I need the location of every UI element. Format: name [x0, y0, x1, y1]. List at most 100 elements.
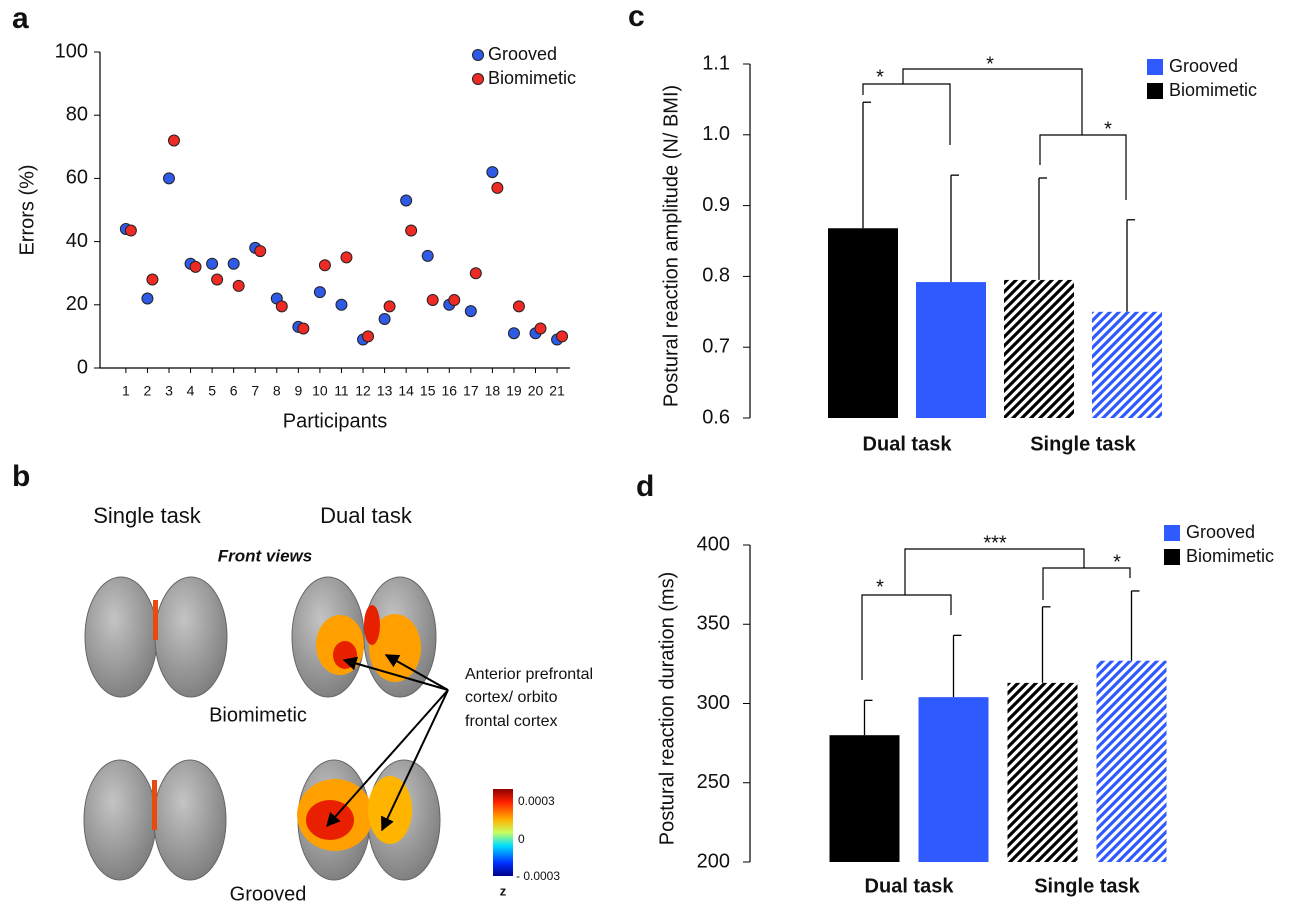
- x-tick-label: 7: [251, 383, 259, 399]
- legend-label: Biomimetic: [1169, 80, 1257, 100]
- panel-label: c: [628, 0, 645, 33]
- x-tick-label: 13: [377, 383, 393, 399]
- figure: a b c d Single task Dual task Front view…: [0, 0, 1311, 906]
- y-tick-label: 1.1: [702, 52, 730, 74]
- legend-marker: [473, 74, 484, 85]
- point: [163, 173, 174, 184]
- point: [508, 328, 519, 339]
- activation: [152, 780, 157, 830]
- x-tick-label: 5: [208, 383, 216, 399]
- point: [168, 135, 179, 146]
- y-tick-label: 20: [66, 293, 88, 315]
- point: [190, 261, 201, 272]
- point: [535, 323, 546, 334]
- panel-label: d: [636, 470, 654, 503]
- significance-label: *: [876, 576, 884, 598]
- legend-swatch: [1147, 83, 1163, 99]
- x-tick-label: Single task: [1030, 433, 1136, 455]
- hemisphere: [154, 760, 226, 880]
- x-tick-label: Dual task: [865, 875, 955, 897]
- y-tick-label: 0.9: [702, 194, 730, 216]
- hemisphere: [85, 577, 157, 697]
- point: [487, 167, 498, 178]
- x-tick-label: 10: [312, 383, 328, 399]
- brain: [84, 760, 226, 880]
- column-label: Single task: [93, 503, 202, 528]
- point: [422, 250, 433, 261]
- point: [336, 299, 347, 310]
- colorbar-title: z: [500, 883, 507, 898]
- significance-label: *: [876, 66, 884, 88]
- legend-label: Biomimetic: [1186, 546, 1274, 566]
- y-tick-label: 0.7: [702, 335, 730, 357]
- x-tick-label: 3: [165, 383, 173, 399]
- colorbar-label: 0.0003: [518, 794, 555, 808]
- y-tick-label: 400: [697, 533, 730, 555]
- row-label: Grooved: [230, 883, 307, 905]
- colorbar: [493, 789, 513, 876]
- y-tick-label: 1.0: [702, 123, 730, 145]
- activation: [333, 641, 357, 669]
- point: [465, 306, 476, 317]
- point: [233, 280, 244, 291]
- significance-bracket: [903, 69, 1082, 135]
- view-label: Front views: [218, 546, 312, 565]
- significance-label: ***: [983, 532, 1007, 554]
- x-tick-label: 4: [187, 383, 195, 399]
- bar: [919, 697, 989, 862]
- column-label: Dual task: [320, 503, 413, 528]
- x-tick-label: 19: [506, 383, 522, 399]
- point: [513, 301, 524, 312]
- point: [384, 301, 395, 312]
- y-tick-label: 0: [77, 356, 88, 378]
- point: [142, 293, 153, 304]
- x-tick-label: Dual task: [863, 433, 953, 455]
- activation: [368, 776, 412, 844]
- x-tick-label: 14: [398, 383, 414, 399]
- brain: [85, 577, 227, 697]
- annotation: cortex/ orbito: [465, 689, 558, 706]
- legend-label: Grooved: [1186, 522, 1255, 542]
- x-tick-label: 16: [441, 383, 457, 399]
- bar: [1004, 280, 1074, 418]
- point: [341, 252, 352, 263]
- y-tick-label: 250: [697, 771, 730, 793]
- point: [314, 287, 325, 298]
- y-axis-label: Postural reaction duration (ms): [656, 572, 678, 845]
- x-tick-label: 18: [485, 383, 501, 399]
- point: [255, 246, 266, 257]
- annotation: Anterior prefrontal: [465, 666, 593, 683]
- bar: [1097, 661, 1167, 862]
- y-tick-label: 350: [697, 613, 730, 635]
- x-tick-label: 11: [334, 383, 349, 399]
- x-tick-label: Single task: [1034, 875, 1140, 897]
- point: [363, 331, 374, 342]
- point: [212, 274, 223, 285]
- activation: [153, 600, 158, 640]
- legend-label: Grooved: [488, 44, 557, 64]
- point: [125, 225, 136, 236]
- colorbar-label: - 0.0003: [516, 869, 560, 883]
- x-axis-label: Participants: [283, 410, 388, 432]
- y-tick-label: 40: [66, 230, 88, 252]
- x-tick-label: 1: [122, 383, 130, 399]
- hemisphere: [155, 577, 227, 697]
- significance-label: *: [986, 53, 994, 75]
- y-axis-label: Postural reaction amplitude (N/ BMI): [660, 85, 682, 407]
- x-tick-label: 2: [144, 383, 152, 399]
- x-tick-label: 12: [355, 383, 371, 399]
- point: [319, 260, 330, 271]
- bar: [830, 735, 900, 862]
- y-tick-label: 60: [66, 167, 88, 189]
- x-tick-label: 21: [549, 383, 565, 399]
- point: [449, 295, 460, 306]
- y-tick-label: 0.6: [702, 406, 730, 428]
- bar: [1092, 312, 1162, 418]
- y-axis-label: Errors (%): [16, 164, 38, 255]
- point: [557, 331, 568, 342]
- significance-label: *: [1113, 551, 1121, 573]
- point: [492, 182, 503, 193]
- y-tick-label: 0.8: [702, 265, 730, 287]
- point: [228, 258, 239, 269]
- y-tick-label: 200: [697, 850, 730, 872]
